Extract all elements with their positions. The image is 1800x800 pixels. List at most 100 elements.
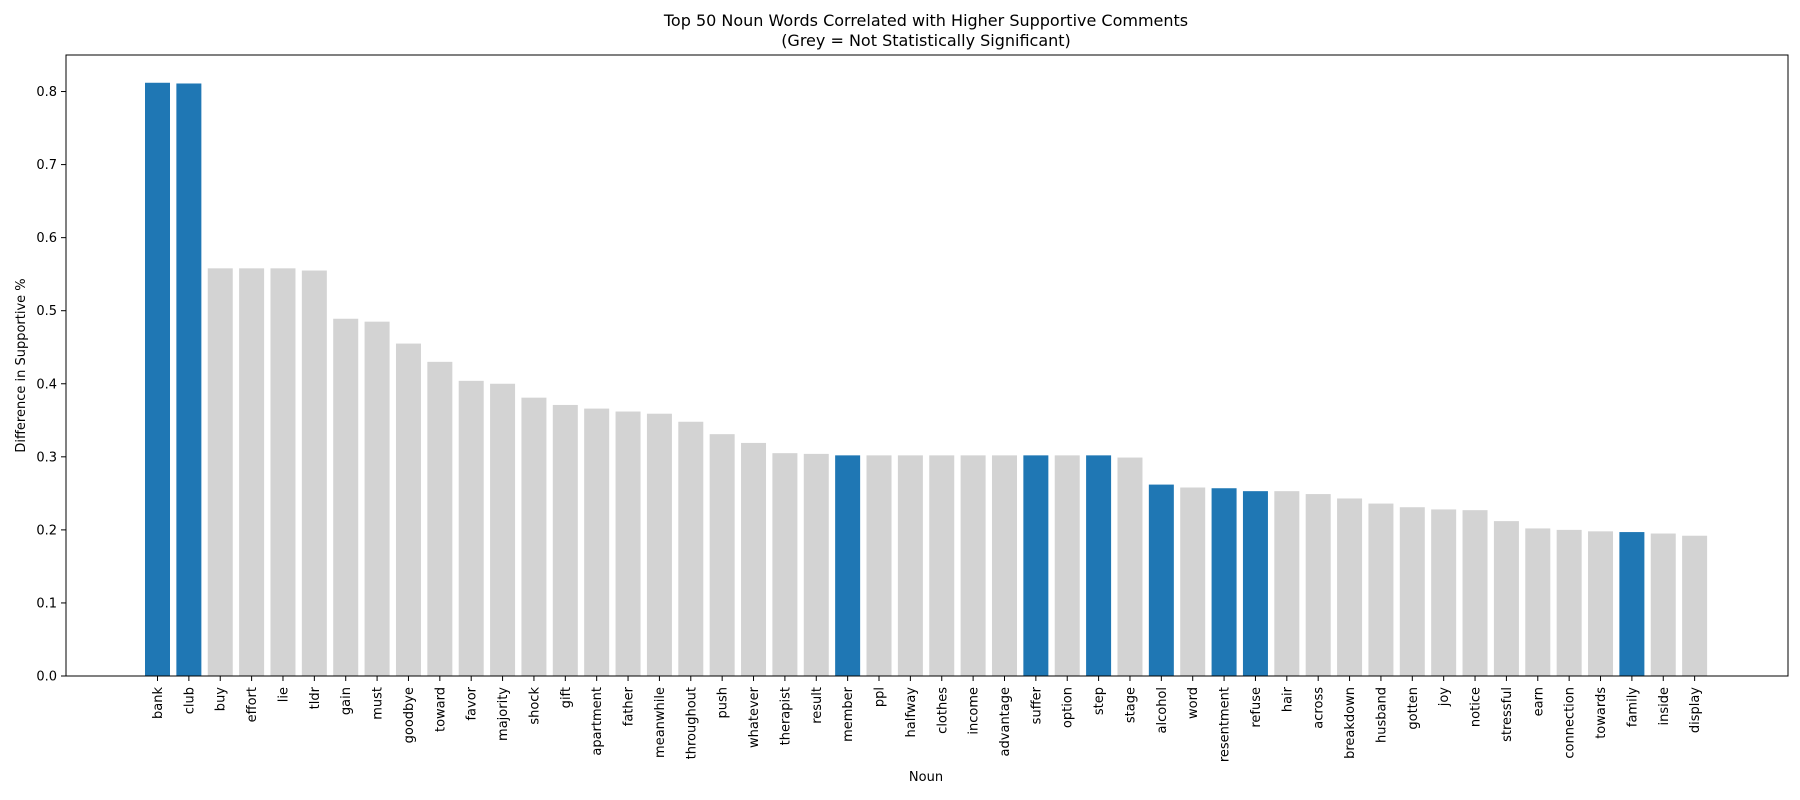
x-tick-label: option: [1061, 687, 1076, 728]
bar-toward: [427, 361, 453, 676]
y-tick-label: 0.6: [36, 231, 57, 246]
bar-income: [960, 455, 986, 676]
bar-stressful: [1493, 521, 1519, 676]
x-tick-label: toward: [433, 687, 448, 732]
bar-clothes: [929, 455, 955, 676]
x-tick-label: gift: [559, 687, 574, 708]
bar-breakdown: [1337, 498, 1363, 676]
bar-favor: [458, 380, 484, 676]
x-axis-ticks: bank club buy effort lie tldr gain must goodbye t…: [151, 676, 1703, 762]
x-tick-label: connection: [1563, 687, 1578, 759]
x-tick-label: earn: [1531, 687, 1546, 716]
bar-option: [1054, 455, 1080, 676]
bar-gain: [333, 318, 359, 676]
y-tick-label: 0.4: [36, 377, 57, 392]
bar-husband: [1368, 503, 1394, 676]
bar-club: [176, 83, 202, 677]
x-tick-label: effort: [245, 687, 260, 722]
bars-group: [145, 82, 1708, 677]
x-tick-label: bank: [151, 687, 166, 719]
x-tick-label: advantage: [998, 687, 1013, 756]
y-tick-label: 0.0: [36, 670, 57, 685]
x-tick-label: father: [622, 686, 637, 726]
bar-hair: [1274, 491, 1300, 676]
y-tick-label: 0.2: [36, 523, 57, 538]
x-tick-label: gotten: [1406, 687, 1421, 730]
x-tick-label: across: [1312, 687, 1327, 729]
bar-step: [1086, 455, 1112, 676]
x-tick-label: lie: [276, 687, 291, 702]
x-tick-label: result: [810, 687, 825, 724]
bar-halfway: [897, 455, 923, 676]
x-tick-label: alcohol: [1155, 687, 1170, 733]
bar-joy: [1431, 509, 1457, 676]
x-tick-label: stage: [1123, 687, 1138, 723]
bar-lie: [270, 268, 296, 676]
x-tick-label: throughout: [684, 687, 699, 759]
x-tick-label: tldr: [308, 686, 323, 709]
bar-bank: [145, 82, 170, 676]
x-tick-label: refuse: [1249, 687, 1264, 728]
bar-tldr: [301, 270, 327, 676]
bar-gotten: [1399, 507, 1425, 676]
x-tick-label: majority: [496, 687, 511, 741]
x-tick-label: buy: [214, 687, 229, 711]
x-tick-label: therapist: [778, 687, 793, 745]
bar-alcohol: [1148, 484, 1174, 676]
x-tick-label: step: [1092, 687, 1107, 715]
x-tick-label: resentment: [1218, 687, 1233, 762]
chart-subtitle: (Grey = Not Statistically Significant): [781, 31, 1071, 50]
bar-goodbye: [395, 343, 421, 676]
bar-gift: [552, 404, 578, 676]
x-tick-label: hair: [1280, 686, 1295, 712]
bar-family: [1619, 532, 1645, 676]
y-tick-label: 0.7: [36, 158, 57, 173]
x-tick-label: gain: [339, 687, 354, 715]
bar-whatever: [741, 442, 767, 676]
y-tick-label: 0.1: [36, 596, 57, 611]
bar-notice: [1462, 510, 1488, 676]
bar-advantage: [991, 455, 1017, 676]
chart-title: Top 50 Noun Words Correlated with Higher…: [663, 11, 1188, 30]
x-tick-label: club: [182, 687, 197, 714]
bar-member: [835, 455, 861, 676]
bar-effort: [239, 268, 265, 676]
x-tick-label: halfway: [904, 687, 919, 738]
bar-display: [1682, 535, 1708, 676]
bar-suffer: [1023, 455, 1049, 676]
bar-buy: [207, 268, 233, 676]
y-axis-label: Difference in Supportive %: [14, 278, 29, 452]
x-tick-label: apartment: [590, 687, 605, 756]
bar-word: [1180, 487, 1206, 676]
bar-refuse: [1242, 491, 1268, 676]
bar-ppl: [866, 455, 892, 676]
x-tick-label: ppl: [873, 687, 888, 707]
x-tick-label: whatever: [747, 686, 762, 748]
x-tick-label: husband: [1374, 687, 1389, 743]
x-tick-label: income: [967, 687, 982, 735]
x-tick-label: must: [371, 687, 386, 720]
bar-therapist: [772, 453, 798, 676]
x-tick-label: family: [1625, 687, 1640, 727]
bar-earn: [1525, 528, 1551, 676]
plot-frame: [65, 54, 1789, 677]
x-axis-label: Noun: [909, 770, 943, 785]
x-tick-label: word: [1186, 687, 1201, 719]
bar-meanwhile: [646, 413, 672, 676]
x-tick-label: towards: [1594, 687, 1609, 739]
x-tick-label: favor: [465, 686, 480, 720]
x-tick-label: push: [716, 687, 731, 719]
x-tick-label: clothes: [935, 687, 950, 734]
bar-apartment: [584, 408, 610, 676]
bar-result: [803, 453, 829, 676]
bar-throughout: [678, 421, 704, 676]
y-tick-label: 0.3: [36, 450, 57, 465]
x-tick-label: breakdown: [1343, 687, 1358, 759]
bar-majority: [490, 383, 516, 676]
x-tick-label: goodbye: [402, 687, 417, 743]
y-tick-label: 0.8: [36, 85, 57, 100]
bar-connection: [1556, 529, 1582, 676]
bar-resentment: [1211, 488, 1237, 676]
x-tick-label: display: [1688, 687, 1703, 733]
